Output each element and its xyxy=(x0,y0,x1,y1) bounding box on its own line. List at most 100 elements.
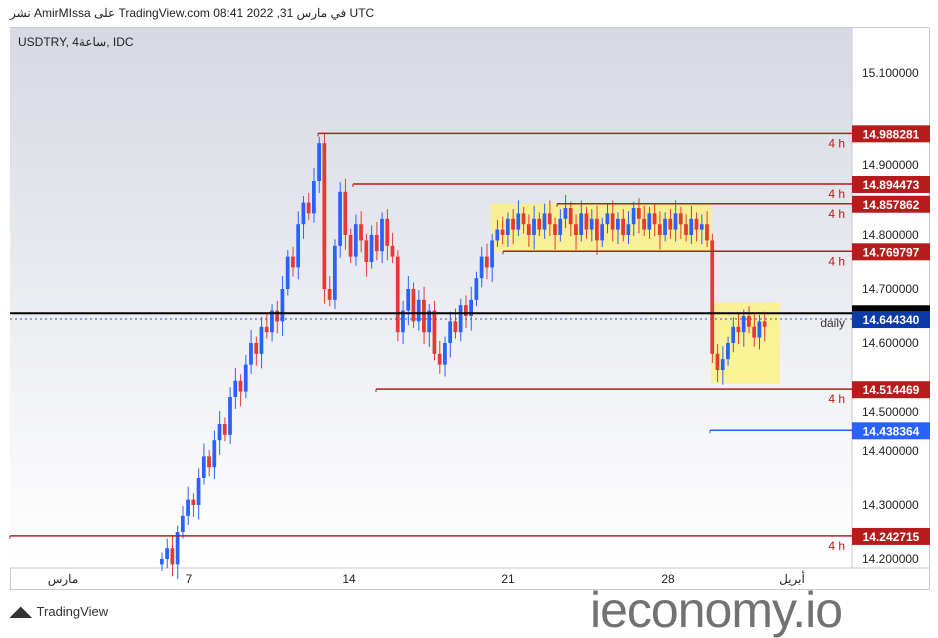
candle-body xyxy=(406,289,411,311)
candle-body xyxy=(621,218,625,235)
candle-body xyxy=(259,326,264,354)
daily-label: daily xyxy=(820,316,845,330)
candle-body xyxy=(348,235,353,257)
candle-body xyxy=(626,224,631,235)
candle-body xyxy=(495,229,500,241)
candle-body xyxy=(312,181,316,214)
candle-body xyxy=(217,424,222,441)
candle-body xyxy=(228,397,232,435)
candle-body xyxy=(705,224,709,241)
candle-body xyxy=(385,218,390,246)
candle-body xyxy=(747,316,751,327)
candle-body xyxy=(285,256,290,289)
candle-body xyxy=(516,213,521,230)
watermark: ieconomy.io xyxy=(590,582,843,638)
y-tick-label: 15.100000 xyxy=(862,66,919,80)
candle-body xyxy=(684,224,688,235)
candle-body xyxy=(196,478,201,505)
candle-body xyxy=(411,289,416,322)
candle-body xyxy=(270,310,274,333)
level-price-label: 14.438364 xyxy=(863,424,920,438)
candle-body xyxy=(600,224,605,241)
candle-body xyxy=(207,456,211,468)
candle-body xyxy=(249,343,253,365)
candle-body xyxy=(332,245,337,300)
publish-header: نشر AmirMIssa على TradingView.com 08:41 … xyxy=(10,6,375,20)
candle-body xyxy=(558,218,563,235)
candle-body xyxy=(505,218,510,235)
level-price-label: 14.514469 xyxy=(863,383,920,397)
candle-body xyxy=(678,213,683,225)
candle-body xyxy=(757,321,762,338)
candle-body xyxy=(437,353,442,365)
candle-body xyxy=(547,213,552,225)
candle-body xyxy=(479,256,484,279)
candle-body xyxy=(170,548,175,565)
level-price-tag xyxy=(852,195,930,213)
candle-body xyxy=(175,532,180,565)
candle-body xyxy=(186,499,190,516)
x-tick-label: مارس xyxy=(48,572,79,586)
y-tick-label: 14.900000 xyxy=(862,158,919,172)
candle-body xyxy=(453,321,458,333)
candle-body xyxy=(673,213,678,230)
candle-body xyxy=(610,213,615,230)
level-price-tag xyxy=(852,527,930,545)
candle-body xyxy=(647,213,652,230)
candle-body xyxy=(380,218,384,252)
level-price-tag xyxy=(852,422,930,440)
candle-body xyxy=(490,240,494,268)
candle-body xyxy=(464,305,468,316)
candle-body xyxy=(369,235,374,262)
x-tick-label: 7 xyxy=(186,572,193,586)
candle-body xyxy=(532,218,536,235)
candle-body xyxy=(401,310,405,333)
candle-body xyxy=(416,299,421,322)
level-timeframe-label: 4 h xyxy=(828,187,845,201)
candle-body xyxy=(526,224,531,235)
candle-body xyxy=(668,218,673,230)
candle-body xyxy=(374,235,379,252)
candle-body xyxy=(736,326,741,333)
candle-body xyxy=(395,256,400,333)
candle-body xyxy=(605,213,610,225)
candle-body xyxy=(390,245,395,257)
candle-body xyxy=(636,208,641,219)
footer-text: TradingView xyxy=(36,604,109,619)
candle-body xyxy=(160,559,164,565)
candle-body xyxy=(317,143,321,181)
candle-body xyxy=(264,326,269,333)
candle-body xyxy=(579,213,584,235)
candle-body xyxy=(731,326,736,343)
candle-body xyxy=(715,353,720,370)
candle-body xyxy=(663,218,667,235)
level-price-label: 14.769797 xyxy=(863,245,920,259)
level-price-tag xyxy=(852,381,930,399)
candle-body xyxy=(432,310,437,354)
y-tick-label: 14.600000 xyxy=(862,336,919,350)
level-timeframe-label: 4 h xyxy=(828,136,845,150)
candle-body xyxy=(233,380,238,397)
candle-body xyxy=(589,218,594,230)
y-tick-label: 14.200000 xyxy=(862,552,919,566)
candle-body xyxy=(542,213,547,230)
candle-body xyxy=(306,202,311,214)
candle-body xyxy=(741,316,746,333)
level-price-label: 14.857862 xyxy=(863,198,920,212)
candle-body xyxy=(291,256,295,268)
y-tick-label: 14.300000 xyxy=(862,498,919,512)
candle-body xyxy=(652,213,657,225)
tradingview-logo: ◢◣ TradingView xyxy=(10,603,109,619)
candle-body xyxy=(616,218,620,230)
candle-body xyxy=(710,240,715,354)
highlight-box xyxy=(711,302,780,384)
x-tick-label: 14 xyxy=(342,572,356,586)
candle-body xyxy=(222,424,227,435)
candle-body xyxy=(563,208,568,219)
candle-body xyxy=(574,224,578,235)
candle-body xyxy=(694,218,699,230)
candle-body xyxy=(500,229,505,235)
candle-body xyxy=(553,224,557,235)
black-level-tag xyxy=(852,305,930,316)
